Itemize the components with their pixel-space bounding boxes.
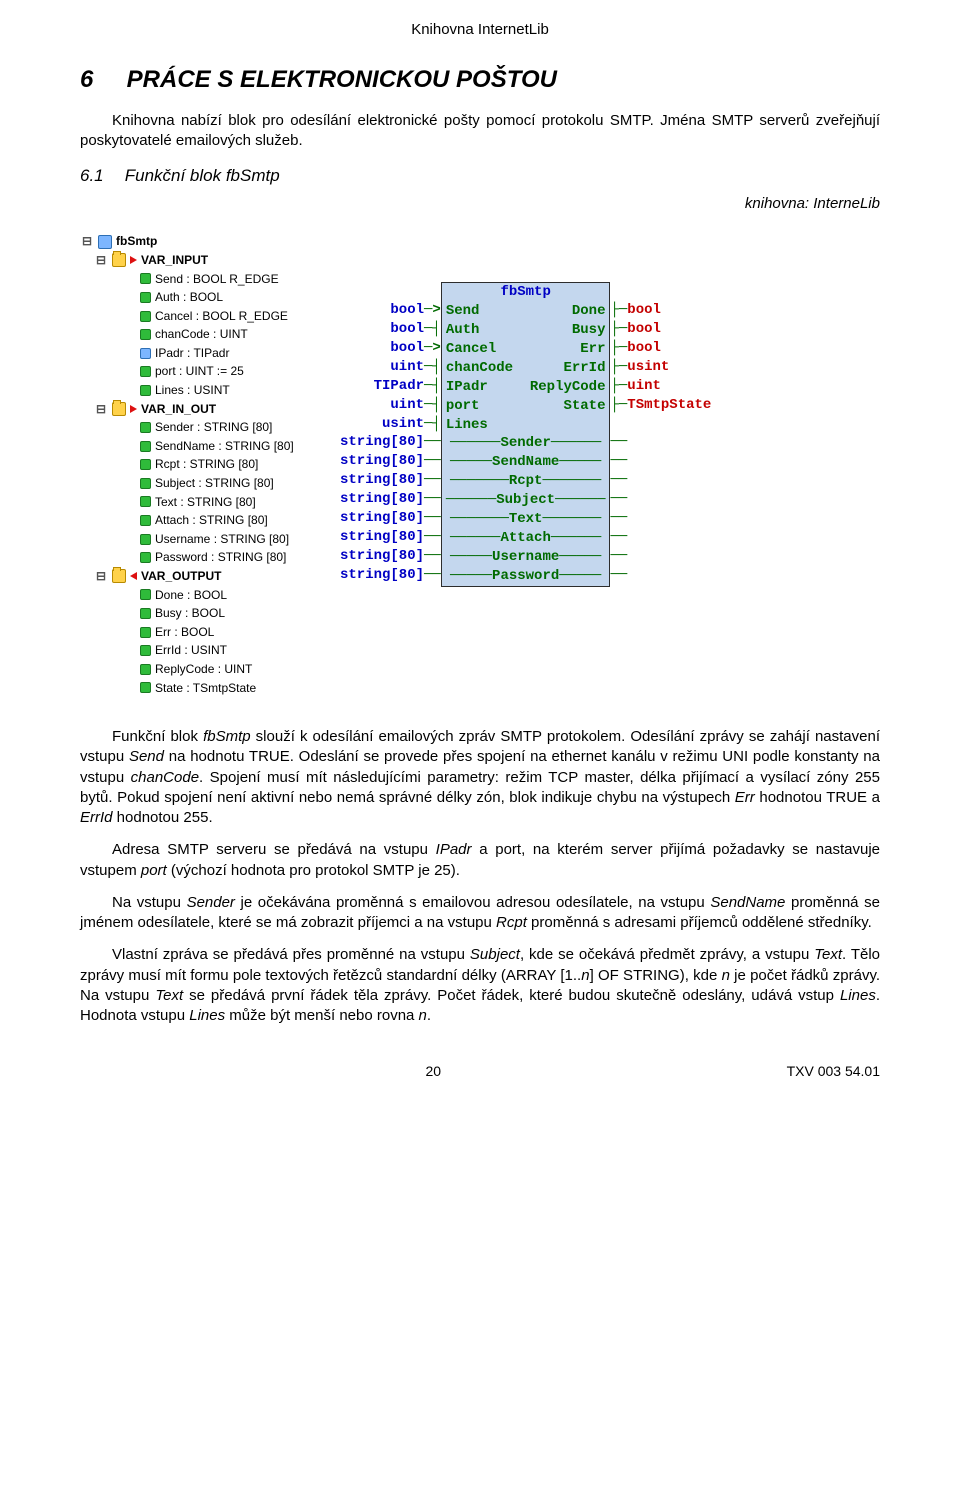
tree-leaf: Send : BOOL R_EDGE (122, 270, 310, 289)
var-icon (140, 552, 151, 563)
var-icon (140, 534, 151, 545)
fbd-block: bool─> bool─┤ bool─> uint─┤ TIPadr─┤ uin… (340, 282, 711, 586)
tree-leaf: Text : STRING [80] (122, 493, 310, 512)
section-number: 6.1 (80, 165, 120, 188)
tree-leaf: ErrId : USINT (122, 641, 310, 660)
tree-leaf: Username : STRING [80] (122, 530, 310, 549)
var-icon (140, 645, 151, 656)
var-icon (140, 496, 151, 507)
body-p3: Na vstupu Sender je očekávána proměnná s… (80, 893, 880, 934)
tree-leaf: SendName : STRING [80] (122, 437, 310, 456)
tree-leaf: port : UINT := 25 (122, 362, 310, 381)
var-icon (140, 608, 151, 619)
chapter-heading: 6 PRÁCE S ELEKTRONICKOU POŠTOU (80, 64, 880, 96)
var-icon (140, 441, 151, 452)
variable-tree: ⊟fbSmtp ⊟VAR_INPUT Send : BOOL R_EDGEAut… (80, 232, 310, 697)
folder-icon (112, 253, 126, 267)
var-icon (140, 682, 151, 693)
body-p4: Vlastní zpráva se předává přes proměnné … (80, 945, 880, 1026)
var-icon (140, 292, 151, 303)
folder-icon (112, 569, 126, 583)
fb-icon (98, 235, 112, 249)
tree-leaf: Busy : BOOL (122, 604, 310, 623)
arrow-icon (130, 256, 137, 264)
var-icon (140, 348, 151, 359)
tree-leaf: chanCode : UINT (122, 325, 310, 344)
tree-leaf: Password : STRING [80] (122, 548, 310, 567)
doc-number: TXV 003 54.01 (787, 1062, 880, 1081)
var-icon (140, 478, 151, 489)
collapse-icon[interactable]: ⊟ (94, 567, 108, 586)
tree-leaf: Sender : STRING [80] (122, 418, 310, 437)
var-icon (140, 273, 151, 284)
tree-leaf: Lines : USINT (122, 381, 310, 400)
tree-leaf: Err : BOOL (122, 623, 310, 642)
var-icon (140, 627, 151, 638)
collapse-icon[interactable]: ⊟ (80, 232, 94, 251)
library-line: knihovna: InterneLib (80, 194, 880, 214)
section-heading: 6.1 Funkční blok fbSmtp (80, 165, 880, 188)
var-icon (140, 385, 151, 396)
diagram-area: ⊟fbSmtp ⊟VAR_INPUT Send : BOOL R_EDGEAut… (80, 232, 880, 697)
tree-leaf: State : TSmtpState (122, 679, 310, 698)
chapter-title: PRÁCE S ELEKTRONICKOU POŠTOU (127, 66, 557, 93)
var-icon (140, 459, 151, 470)
tree-leaf: Rcpt : STRING [80] (122, 455, 310, 474)
arrow-icon (130, 405, 137, 413)
var-icon (140, 422, 151, 433)
page-header: Knihovna InternetLib (80, 20, 880, 40)
tree-leaf: Attach : STRING [80] (122, 511, 310, 530)
tree-leaf: ReplyCode : UINT (122, 660, 310, 679)
var-icon (140, 329, 151, 340)
var-icon (140, 366, 151, 377)
tree-leaf: Auth : BOOL (122, 288, 310, 307)
var-icon (140, 664, 151, 675)
var-icon (140, 515, 151, 526)
tree-leaf: Done : BOOL (122, 586, 310, 605)
tree-leaf: IPadr : TIPadr (122, 344, 310, 363)
collapse-icon[interactable]: ⊟ (94, 251, 108, 270)
body-p2: Adresa SMTP serveru se předává na vstupu… (80, 840, 880, 881)
var-icon (140, 311, 151, 322)
tree-leaf: Subject : STRING [80] (122, 474, 310, 493)
chapter-number: 6 (80, 64, 120, 96)
arrow-icon (130, 572, 137, 580)
section-title: Funkční blok fbSmtp (125, 166, 280, 185)
body-p1: Funkční blok fbSmtp slouží k odesílání e… (80, 727, 880, 828)
page-footer: 20 TXV 003 54.01 (80, 1062, 880, 1081)
page-number: 20 (426, 1062, 442, 1081)
var-icon (140, 589, 151, 600)
tree-leaf: Cancel : BOOL R_EDGE (122, 307, 310, 326)
collapse-icon[interactable]: ⊟ (94, 400, 108, 419)
folder-icon (112, 402, 126, 416)
intro-paragraph: Knihovna nabízí blok pro odesílání elekt… (80, 111, 880, 152)
